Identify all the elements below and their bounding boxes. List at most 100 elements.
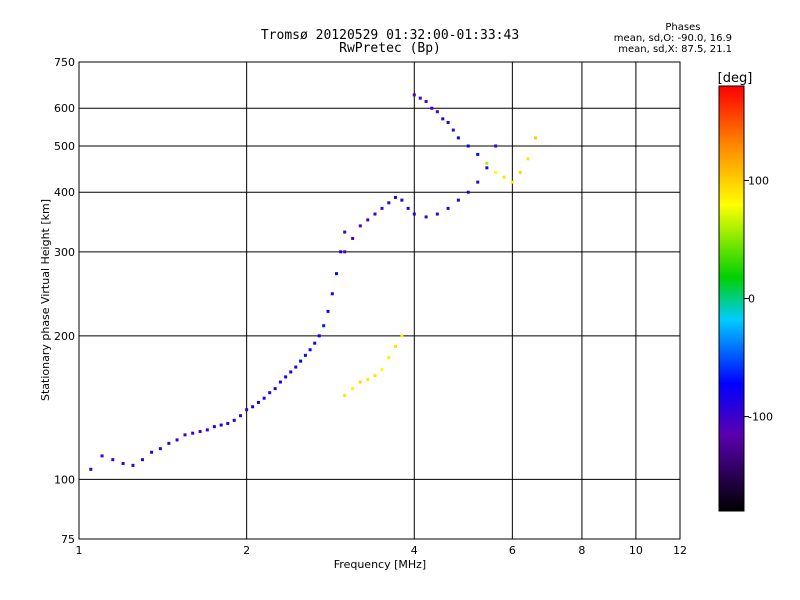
data-point <box>476 180 480 184</box>
x-axis-label: Frequency [MHz] <box>334 558 426 571</box>
colorbar-label: [deg] <box>718 71 753 86</box>
chart-title: Tromsø 20120529 01:32:00-01:33:43 <box>260 28 520 43</box>
data-point <box>424 99 428 103</box>
data-point <box>358 380 362 384</box>
data-point <box>158 447 162 451</box>
data-point <box>89 467 93 471</box>
x-tick-label: 6 <box>509 544 516 557</box>
data-point <box>430 106 434 110</box>
data-point <box>441 117 445 121</box>
data-point <box>191 431 195 435</box>
data-point <box>326 309 330 313</box>
data-point <box>278 380 282 384</box>
y-tick-label: 500 <box>54 140 75 153</box>
data-point <box>121 461 125 465</box>
data-point <box>294 365 298 369</box>
data-point <box>303 353 307 357</box>
data-point <box>289 370 293 374</box>
data-point <box>456 136 460 140</box>
data-point <box>313 341 317 345</box>
data-point <box>485 166 489 170</box>
data-point <box>358 224 362 228</box>
data-point <box>198 430 202 434</box>
data-point <box>245 408 249 412</box>
data-point <box>183 433 187 437</box>
data-point <box>400 334 404 338</box>
data-point <box>366 377 370 381</box>
data-point <box>131 463 135 467</box>
y-tick-label: 600 <box>54 102 75 115</box>
data-point <box>167 441 171 445</box>
data-point <box>335 272 339 276</box>
data-point <box>424 215 428 219</box>
data-point <box>476 152 480 156</box>
data-point <box>343 250 347 254</box>
data-point <box>322 324 326 328</box>
data-point <box>351 236 355 240</box>
data-point <box>343 230 347 234</box>
data-point <box>446 206 450 210</box>
data-point <box>343 393 347 397</box>
data-point <box>466 190 470 194</box>
data-point <box>373 374 377 378</box>
x-tick-label: 2 <box>243 544 250 557</box>
data-point <box>308 348 312 352</box>
data-point <box>533 136 537 140</box>
data-point <box>317 334 321 338</box>
data-point <box>412 93 416 97</box>
data-point <box>330 292 334 296</box>
y-tick-label: 75 <box>61 533 75 546</box>
data-point <box>494 144 498 148</box>
data-point <box>406 206 410 210</box>
colorbar <box>718 85 745 512</box>
phases-title: Phases <box>665 22 701 33</box>
data-point <box>232 418 236 422</box>
data-point <box>518 170 522 174</box>
data-point <box>400 198 404 202</box>
y-axis-label: Stationary phase Virtual Height [km] <box>39 199 52 401</box>
data-point <box>175 438 179 442</box>
data-point <box>451 128 455 132</box>
data-point <box>284 375 288 379</box>
data-point <box>387 356 391 360</box>
data-point <box>262 396 266 400</box>
data-point <box>140 458 144 462</box>
colorbar-tick-label: 0 <box>748 293 755 306</box>
x-tick-label: 4 <box>411 544 418 557</box>
data-point <box>111 458 115 462</box>
data-point <box>366 218 370 222</box>
data-point <box>150 450 154 454</box>
data-point <box>239 414 243 418</box>
data-point <box>502 175 506 179</box>
data-point <box>393 195 397 199</box>
y-tick-label: 200 <box>54 330 75 343</box>
phases-legend: Phases mean, sd,O: -90.0, 16.9 mean, sd,… <box>614 22 732 55</box>
data-point <box>219 423 223 427</box>
data-point <box>466 144 470 148</box>
phases-line-x: mean, sd,X: 87.5, 21.1 <box>618 44 732 55</box>
data-point <box>393 344 397 348</box>
data-point <box>494 170 498 174</box>
chart-subtitle: RwPretec (Bp) <box>339 41 441 56</box>
x-tick-label: 12 <box>673 544 687 557</box>
data-point <box>380 367 384 371</box>
data-point <box>446 121 450 125</box>
colorbar-tick-label: -100 <box>748 411 773 424</box>
data-point <box>412 212 416 216</box>
colorbar-tick-label: 100 <box>748 174 769 187</box>
data-point <box>418 96 422 100</box>
data-point <box>251 405 255 409</box>
data-point <box>268 391 272 395</box>
data-point <box>100 454 104 458</box>
data-point <box>351 387 355 391</box>
data-point <box>435 110 439 114</box>
y-tick-label: 100 <box>54 473 75 486</box>
data-point <box>526 157 530 161</box>
data-point <box>380 206 384 210</box>
plot-frame <box>78 61 681 540</box>
phases-line-o: mean, sd,O: -90.0, 16.9 <box>613 33 732 44</box>
y-tick-label: 300 <box>54 246 75 259</box>
x-tick-label: 8 <box>578 544 585 557</box>
y-tick-label: 400 <box>54 186 75 199</box>
